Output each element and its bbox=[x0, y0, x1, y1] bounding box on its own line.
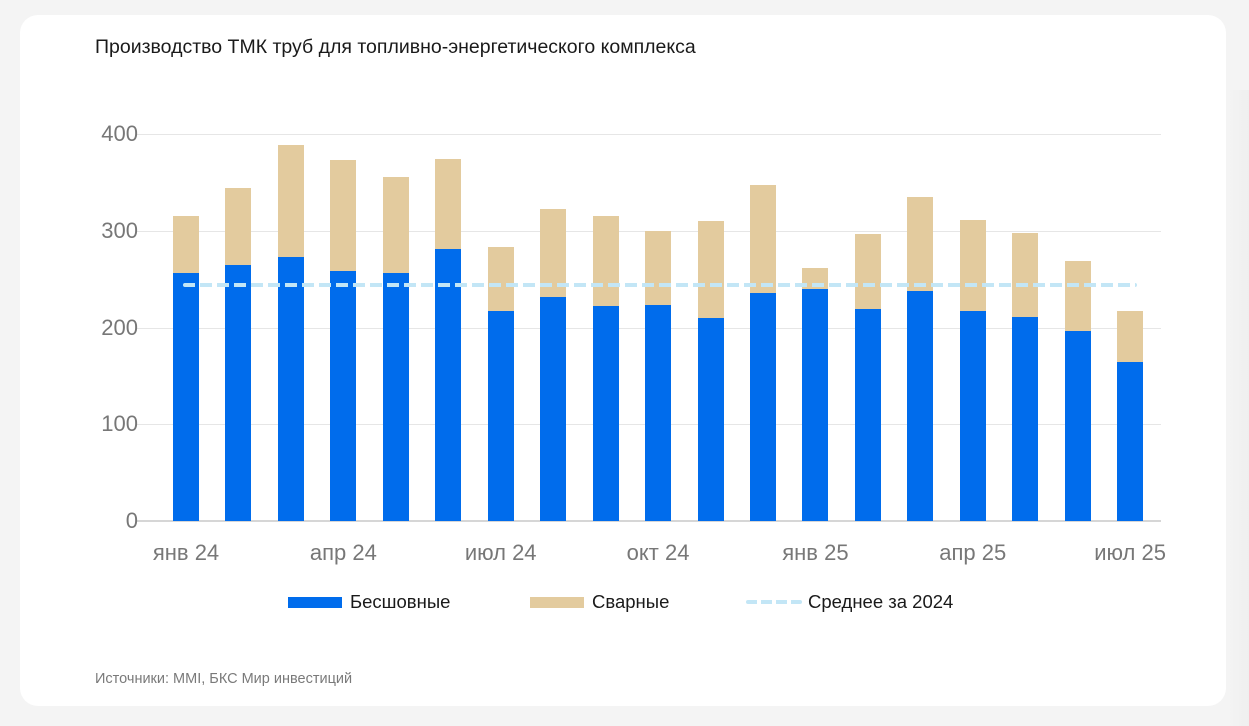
y-tick-label: 400 bbox=[101, 121, 138, 146]
bar-segment-seamless bbox=[592, 306, 619, 521]
bar-июл-25 bbox=[1117, 311, 1144, 521]
bar-segment-welded bbox=[854, 233, 881, 310]
chart-title: Производство ТМК труб для топливно-энерг… bbox=[95, 36, 696, 58]
bar-segment-welded bbox=[1117, 311, 1144, 363]
bar-segment-seamless bbox=[225, 264, 252, 521]
bar-segment-welded bbox=[540, 209, 567, 297]
bar-апр-24 bbox=[330, 160, 357, 521]
bar-segment-seamless bbox=[1117, 362, 1144, 521]
bar-segment-seamless bbox=[645, 305, 672, 521]
legend-dashed-line-icon bbox=[746, 600, 802, 604]
bar-мар-24 bbox=[277, 144, 304, 521]
legend-swatch-seamless bbox=[288, 596, 342, 608]
y-tick-label: 300 bbox=[101, 217, 138, 243]
bar-окт-24 bbox=[645, 230, 672, 521]
y-tick-label: 100 bbox=[101, 411, 138, 437]
bar-segment-seamless bbox=[802, 288, 829, 521]
bar-segment-welded bbox=[277, 144, 304, 257]
bar-май-25 bbox=[1012, 232, 1039, 521]
bar-segment-seamless bbox=[540, 296, 567, 521]
legend-label-average: Среднее за 2024 bbox=[808, 591, 954, 612]
bar-segment-seamless bbox=[907, 290, 934, 521]
bar-segment-seamless bbox=[277, 256, 304, 521]
bar-segment-welded bbox=[645, 230, 672, 306]
bar-segment-seamless bbox=[330, 271, 357, 521]
bar-авг-24 bbox=[540, 209, 567, 521]
x-tick-label: янв 25 bbox=[782, 540, 849, 565]
source-note: Источники: MMI, БКС Мир инвестиций bbox=[95, 671, 353, 687]
bar-мар-25 bbox=[907, 196, 934, 521]
bar-segment-welded bbox=[1012, 232, 1039, 317]
x-tick-label: окт 24 bbox=[626, 540, 690, 565]
legend-swatch-welded bbox=[530, 596, 584, 608]
x-tick-label: апр 24 bbox=[309, 540, 377, 565]
y-tick-label: 200 bbox=[101, 314, 138, 340]
bar-segment-welded bbox=[749, 185, 776, 293]
bar-segment-seamless bbox=[1012, 316, 1039, 521]
legend-item-seamless: Бесшовные bbox=[288, 591, 450, 613]
bar-фев-25 bbox=[854, 233, 881, 521]
bar-segment-welded bbox=[487, 247, 514, 312]
x-tick-label: апр 25 bbox=[939, 540, 1007, 565]
bar-июл-24 bbox=[487, 247, 514, 521]
x-tick-label: июл 24 bbox=[464, 540, 537, 565]
bar-янв-25 bbox=[802, 268, 829, 521]
bar-фев-24 bbox=[225, 188, 252, 521]
bar-segment-seamless bbox=[173, 273, 199, 521]
bar-segment-seamless bbox=[854, 309, 881, 521]
bar-segment-seamless bbox=[959, 311, 986, 521]
page-shadow bbox=[1227, 90, 1249, 726]
gridline-400 bbox=[137, 134, 1161, 135]
legend-item-average: Среднее за 2024 bbox=[746, 591, 953, 613]
bar-segment-welded bbox=[592, 216, 619, 307]
legend-label-welded: Сварные bbox=[592, 591, 670, 612]
bar-segment-welded bbox=[1064, 260, 1091, 332]
bar-дек-24 bbox=[749, 185, 776, 521]
bar-segment-seamless bbox=[697, 317, 724, 521]
legend-item-welded: Сварные bbox=[530, 591, 669, 613]
x-tick-label: июл 25 bbox=[1094, 540, 1166, 565]
bar-segment-seamless bbox=[435, 249, 462, 521]
bar-segment-welded bbox=[435, 159, 462, 250]
y-tick-label: 0 bbox=[125, 508, 138, 533]
average-2024-line bbox=[183, 282, 1137, 287]
bar-segment-seamless bbox=[1064, 331, 1091, 521]
legend-label-seamless: Бесшовные bbox=[350, 591, 451, 612]
bar-segment-welded bbox=[330, 160, 357, 272]
bar-segment-seamless bbox=[382, 273, 409, 521]
bar-segment-seamless bbox=[749, 292, 776, 521]
x-tick-label: янв 24 bbox=[152, 540, 220, 565]
bar-июн-25 bbox=[1064, 260, 1091, 521]
bar-июн-24 bbox=[435, 159, 462, 521]
bar-segment-welded bbox=[907, 196, 934, 291]
bar-segment-welded bbox=[697, 221, 724, 318]
chart-legend: Бесшовные Сварные Среднее за 2024 bbox=[0, 591, 1249, 615]
x-axis-line bbox=[137, 520, 1161, 522]
bar-янв-24 bbox=[173, 216, 199, 521]
bar-segment-welded bbox=[382, 176, 409, 274]
bar-segment-welded bbox=[225, 188, 252, 265]
bar-ноя-24 bbox=[697, 221, 724, 521]
bar-segment-welded bbox=[959, 220, 986, 312]
bar-сен-24 bbox=[592, 216, 619, 521]
bar-segment-seamless bbox=[487, 311, 514, 521]
bar-segment-welded bbox=[173, 216, 199, 274]
bar-май-24 bbox=[382, 176, 409, 521]
bar-апр-25 bbox=[959, 220, 986, 521]
